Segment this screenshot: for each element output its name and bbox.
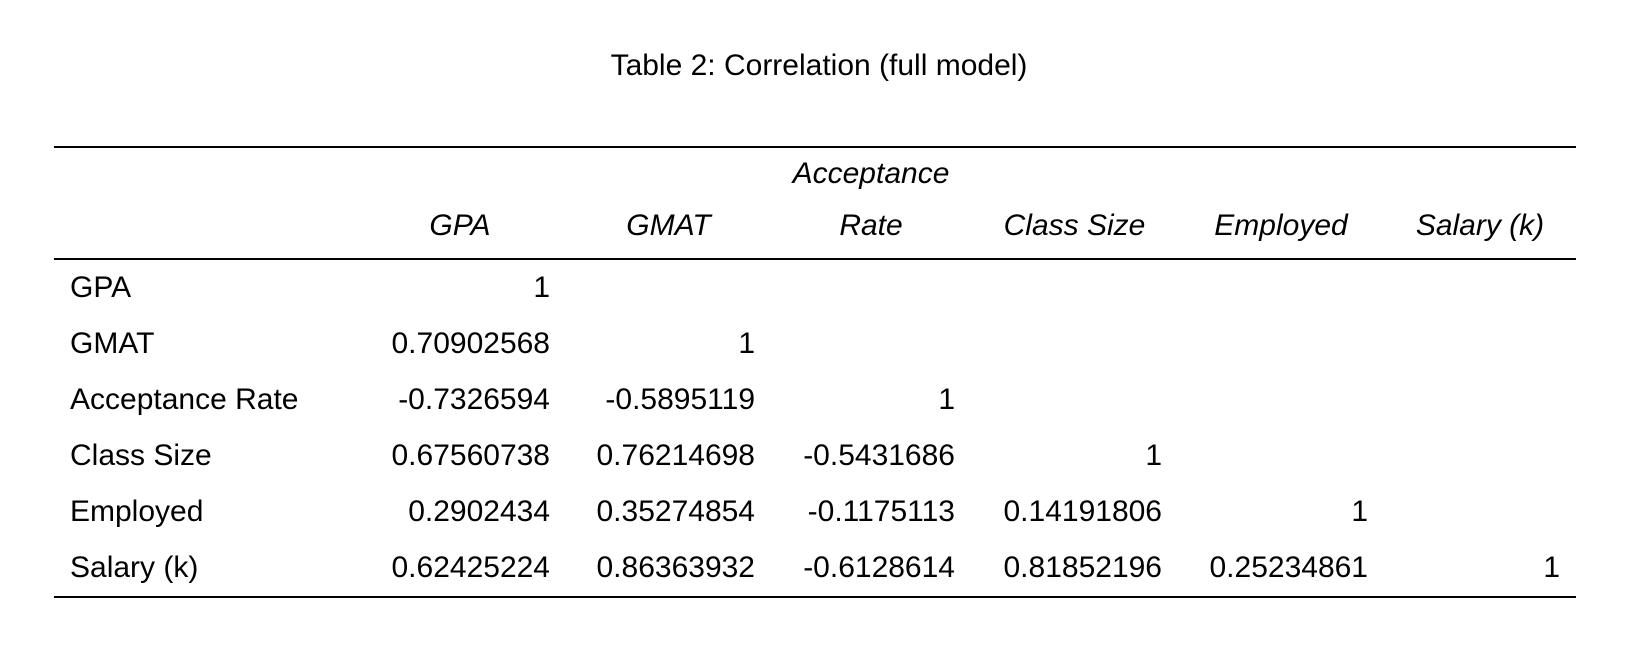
table-cell: 0.2902434 <box>408 495 550 528</box>
table-cell: -0.6128614 <box>803 551 955 584</box>
table-cell: 1 <box>738 327 755 360</box>
table-cell <box>566 259 771 316</box>
table-cell: -0.5895119 <box>605 383 755 416</box>
table-cell: 0.35274854 <box>596 495 756 528</box>
table-cell <box>1384 372 1576 428</box>
header-row: GPA GMAT Acceptance Rate Class Size Empl… <box>54 147 1576 260</box>
column-header-employed: Employed <box>1178 147 1384 260</box>
table-cell <box>771 316 971 372</box>
table-title: Table 2: Correlation (full model) <box>610 49 1028 82</box>
column-header-gmat: GMAT <box>566 147 771 260</box>
table-cell <box>1384 484 1576 540</box>
row-label: Salary (k) <box>70 551 199 584</box>
correlation-table-container: GPA GMAT Acceptance Rate Class Size Empl… <box>54 146 1576 598</box>
table-cell <box>1178 259 1384 316</box>
table-cell: -0.5431686 <box>803 439 955 472</box>
table-row: Employed 0.2902434 0.35274854 -0.1175113… <box>54 484 1576 540</box>
table-cell <box>1178 428 1384 484</box>
table-cell: -0.7326594 <box>398 383 550 416</box>
table-cell: -0.1175113 <box>807 495 955 528</box>
table-row: Class Size 0.67560738 0.76214698 -0.5431… <box>54 428 1576 484</box>
table-cell: 0.25234861 <box>1209 551 1369 584</box>
row-label: Employed <box>70 495 204 528</box>
column-header-acceptance-rate: Acceptance Rate <box>771 147 971 260</box>
table-cell: 0.62425224 <box>391 551 551 584</box>
table-cell: 1 <box>1351 495 1368 528</box>
table-cell <box>1384 428 1576 484</box>
table-cell: 0.76214698 <box>596 439 756 472</box>
table-cell: 1 <box>938 383 955 416</box>
table-cell <box>1384 259 1576 316</box>
table-cell: 1 <box>533 271 550 304</box>
table-row: GPA 1 <box>54 259 1576 316</box>
header-corner-cell <box>54 147 354 260</box>
table-cell <box>771 259 971 316</box>
column-header-gpa: GPA <box>354 147 566 260</box>
table-cell: 0.86363932 <box>596 551 756 584</box>
correlation-table: GPA GMAT Acceptance Rate Class Size Empl… <box>54 146 1576 598</box>
table-row: Acceptance Rate -0.7326594 -0.5895119 1 <box>54 372 1576 428</box>
table-cell <box>1384 316 1576 372</box>
table-cell: 0.67560738 <box>391 439 551 472</box>
table-row: GMAT 0.70902568 1 <box>54 316 1576 372</box>
column-header-class-size: Class Size <box>971 147 1178 260</box>
table-cell: 1 <box>1543 551 1560 584</box>
row-label: GMAT <box>70 327 155 360</box>
table-cell <box>971 316 1178 372</box>
table-cell <box>1178 372 1384 428</box>
row-label: Class Size <box>70 439 212 472</box>
table-cell: 0.81852196 <box>1003 551 1163 584</box>
table-cell <box>971 372 1178 428</box>
table-cell <box>971 259 1178 316</box>
table-cell: 1 <box>1145 439 1162 472</box>
table-cell: 0.14191806 <box>1003 495 1163 528</box>
column-header-salary: Salary (k) <box>1384 147 1576 260</box>
table-cell <box>1178 316 1384 372</box>
row-label: Acceptance Rate <box>70 383 299 416</box>
table-cell: 0.70902568 <box>391 327 551 360</box>
row-label: GPA <box>70 271 132 304</box>
table-row: Salary (k) 0.62425224 0.86363932 -0.6128… <box>54 540 1576 597</box>
